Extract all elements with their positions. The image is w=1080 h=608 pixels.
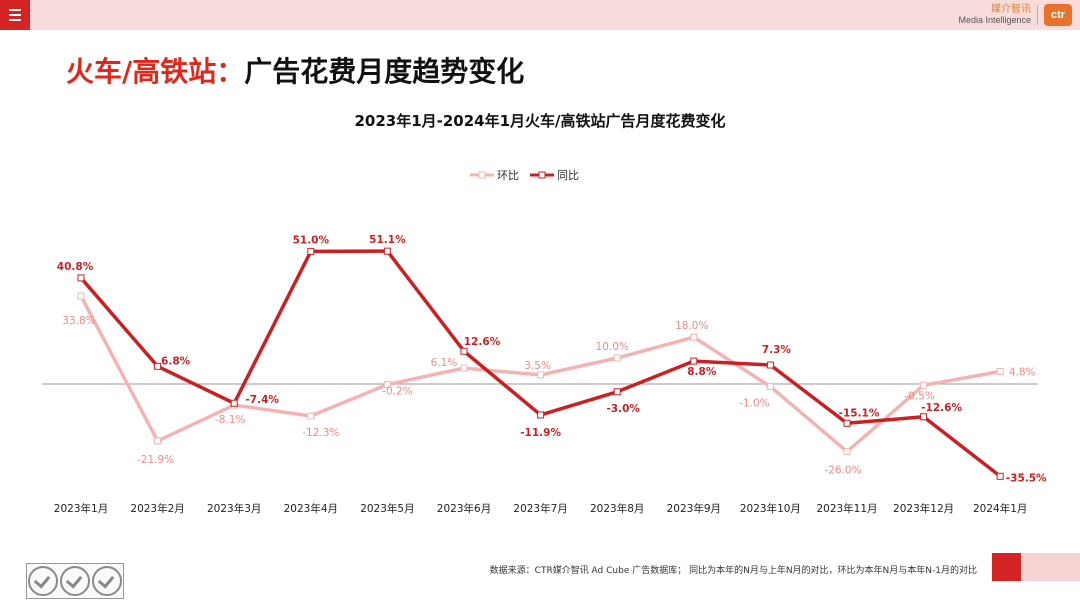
data-point xyxy=(537,411,545,419)
data-point xyxy=(766,361,774,369)
x-tick-label: 2023年8月 xyxy=(590,502,644,515)
data-label: -15.1% xyxy=(839,407,880,419)
brand-name-en: Media Intelligence xyxy=(958,15,1031,25)
x-tick-label: 2023年11月 xyxy=(816,502,877,515)
data-point xyxy=(843,448,851,456)
data-label: 8.8% xyxy=(687,366,717,378)
sgs-seal-icon xyxy=(28,566,58,596)
data-point xyxy=(920,413,928,421)
x-tick-label: 2023年6月 xyxy=(437,502,491,515)
data-label: -1.0% xyxy=(739,398,769,410)
footer-decoration-block xyxy=(992,553,1021,581)
data-label: -0.5% xyxy=(904,390,934,402)
data-point xyxy=(77,292,85,300)
data-label: -11.9% xyxy=(520,427,561,439)
data-point xyxy=(383,247,391,255)
data-label: -35.5% xyxy=(1006,472,1047,484)
legend-label: 同比 xyxy=(557,169,579,182)
data-point xyxy=(383,381,391,389)
data-label: 10.0% xyxy=(596,341,629,353)
data-label: -21.9% xyxy=(137,454,174,466)
data-label: 7.3% xyxy=(762,344,792,356)
data-point xyxy=(537,371,545,379)
x-tick-label: 2023年7月 xyxy=(513,502,567,515)
data-point xyxy=(920,381,928,389)
data-label: 6.1% xyxy=(431,357,458,369)
data-label: 4.8% xyxy=(1009,367,1036,379)
data-point xyxy=(613,388,621,396)
data-label: -26.0% xyxy=(824,465,861,477)
data-point xyxy=(230,399,238,407)
data-point xyxy=(77,274,85,282)
data-label: 3.5% xyxy=(524,360,551,372)
menu-button[interactable] xyxy=(0,0,30,30)
x-tick-label: 2023年1月 xyxy=(54,502,108,515)
data-label: 51.0% xyxy=(293,234,330,246)
page-title-main: 广告花费月度趋势变化 xyxy=(244,55,525,88)
chart-title: 2023年1月-2024年1月火车/高铁站广告月度花费变化 xyxy=(354,112,726,130)
x-tick-label: 2023年12月 xyxy=(893,502,954,515)
sgs-seal-icon xyxy=(92,566,122,596)
data-point xyxy=(996,368,1004,376)
data-point xyxy=(996,472,1004,480)
line-chart: 2023年1月 2023年2月 2023年3月 2023年4月 2023年5月 2023年… xyxy=(42,169,1047,515)
data-point xyxy=(460,347,468,355)
data-label: 18.0% xyxy=(675,320,708,332)
sgs-seal-icon xyxy=(60,566,90,596)
legend-marker xyxy=(538,171,546,179)
ctr-logo-icon: ctr xyxy=(1044,4,1072,26)
x-tick-label: 2023年3月 xyxy=(207,502,261,515)
data-label: 6.8% xyxy=(161,355,191,367)
data-label: 51.1% xyxy=(369,234,406,246)
data-label: 12.6% xyxy=(464,336,501,348)
data-label: -3.0% xyxy=(606,403,640,415)
x-tick-label: 2023年5月 xyxy=(360,502,414,515)
page-title-highlight: 火车/高铁站： xyxy=(66,55,245,88)
x-tick-label: 2024年1月 xyxy=(973,502,1027,515)
x-tick-label: 2023年4月 xyxy=(284,502,338,515)
data-source-note: 数据来源：CTR媒介智讯 Ad Cube 广告数据库； 同比为本年的N月与上年N… xyxy=(489,566,977,576)
brand-divider xyxy=(1037,5,1038,25)
x-tick-label: 2023年9月 xyxy=(667,502,721,515)
data-point xyxy=(154,437,162,445)
data-point xyxy=(307,412,315,420)
menu-icon-line xyxy=(9,9,21,11)
brand-logo-area: 媒介智讯 Media Intelligence ctr xyxy=(958,4,1072,26)
data-label: -8.1% xyxy=(215,414,245,426)
data-point xyxy=(690,333,698,341)
data-point xyxy=(690,357,698,365)
legend-label: 环比 xyxy=(497,169,519,182)
x-tick-label: 2023年10月 xyxy=(740,502,801,515)
top-bar xyxy=(0,0,1080,30)
data-point xyxy=(307,247,315,255)
page-title: 火车/高铁站：广告花费月度趋势变化 xyxy=(66,50,524,90)
data-label: 40.8% xyxy=(57,261,94,273)
data-label: -12.3% xyxy=(302,427,339,439)
menu-icon-line xyxy=(9,14,21,16)
data-point xyxy=(154,362,162,370)
data-label: -7.4% xyxy=(245,394,279,406)
data-point xyxy=(613,354,621,362)
data-label: 33.8% xyxy=(62,315,95,327)
brand-name-cn: 媒介智讯 xyxy=(991,4,1031,15)
certification-seals xyxy=(26,563,124,599)
data-point xyxy=(843,419,851,427)
menu-icon-line xyxy=(9,19,21,21)
data-point xyxy=(766,383,774,391)
brand-text: 媒介智讯 Media Intelligence xyxy=(958,4,1031,26)
data-label: -0.2% xyxy=(382,386,412,398)
x-tick-label: 2023年2月 xyxy=(130,502,184,515)
legend-marker xyxy=(478,171,486,179)
data-point xyxy=(460,364,468,372)
data-label: -12.6% xyxy=(921,402,962,414)
